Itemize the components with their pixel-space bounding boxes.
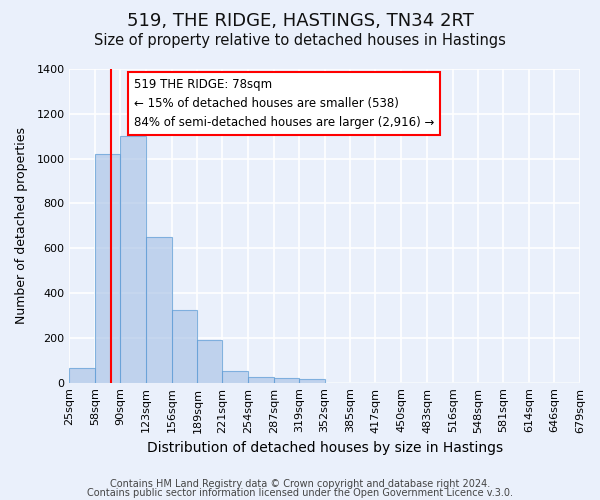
Bar	[299, 380, 325, 382]
Text: Contains HM Land Registry data © Crown copyright and database right 2024.: Contains HM Land Registry data © Crown c…	[110, 479, 490, 489]
Bar	[274, 378, 299, 382]
Bar	[70, 368, 95, 382]
Bar	[95, 154, 120, 382]
Bar	[120, 136, 146, 382]
Bar	[197, 340, 223, 382]
X-axis label: Distribution of detached houses by size in Hastings: Distribution of detached houses by size …	[146, 441, 503, 455]
Bar	[172, 310, 197, 382]
Bar	[223, 372, 248, 382]
Bar	[248, 377, 274, 382]
Text: 519 THE RIDGE: 78sqm
← 15% of detached houses are smaller (538)
84% of semi-deta: 519 THE RIDGE: 78sqm ← 15% of detached h…	[134, 78, 434, 129]
Text: 519, THE RIDGE, HASTINGS, TN34 2RT: 519, THE RIDGE, HASTINGS, TN34 2RT	[127, 12, 473, 30]
Bar	[146, 237, 172, 382]
Y-axis label: Number of detached properties: Number of detached properties	[15, 128, 28, 324]
Text: Size of property relative to detached houses in Hastings: Size of property relative to detached ho…	[94, 32, 506, 48]
Text: Contains public sector information licensed under the Open Government Licence v.: Contains public sector information licen…	[87, 488, 513, 498]
